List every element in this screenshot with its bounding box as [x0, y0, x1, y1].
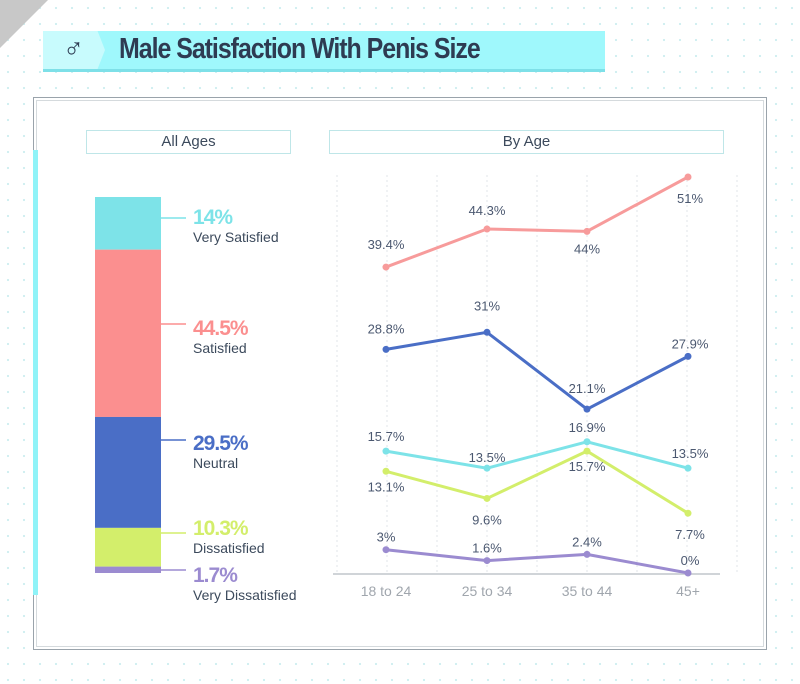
data-point — [483, 557, 491, 565]
data-point — [382, 263, 390, 271]
segment-value-label: 44.5% — [193, 317, 249, 340]
data-point — [583, 227, 591, 235]
segment-category-label: Dissatisfied — [193, 540, 265, 556]
data-label: 51% — [677, 191, 703, 206]
stacked-bar-segment — [95, 197, 161, 250]
data-label: 15.7% — [368, 429, 405, 444]
x-tick-label: 25 to 34 — [462, 583, 513, 599]
data-point — [382, 546, 390, 554]
accent-strip — [33, 150, 38, 595]
stacked-bar-segment — [95, 566, 161, 573]
data-label: 28.8% — [368, 321, 405, 336]
data-label: 39.4% — [368, 237, 405, 252]
data-label: 0% — [681, 553, 700, 568]
data-label: 13.5% — [672, 446, 709, 461]
data-point — [583, 438, 591, 446]
data-point — [382, 345, 390, 353]
data-label: 44.3% — [469, 203, 506, 218]
stacked-bar-segment — [95, 416, 161, 528]
data-label: 13.1% — [368, 479, 405, 494]
data-point — [684, 173, 692, 181]
data-label: 9.6% — [472, 512, 502, 527]
title-banner: ♂ Male Satisfaction With Penis Size — [43, 31, 605, 72]
x-tick-label: 45+ — [676, 583, 700, 599]
data-point — [684, 569, 692, 577]
data-label: 15.7% — [569, 459, 606, 474]
male-symbol-icon: ♂ — [63, 33, 84, 64]
all-ages-heading: All Ages — [86, 130, 291, 154]
data-point — [684, 352, 692, 360]
data-label: 1.6% — [472, 541, 502, 556]
by-age-heading: By Age — [329, 130, 724, 154]
data-label: 16.9% — [569, 420, 606, 435]
data-label: 13.5% — [469, 450, 506, 465]
data-label: 44% — [574, 241, 600, 256]
page-title: Male Satisfaction With Penis Size — [119, 33, 481, 65]
stacked-bar-segment — [95, 527, 161, 567]
segment-value-label: 1.7% — [193, 564, 238, 587]
data-point — [382, 447, 390, 455]
data-label: 21.1% — [569, 381, 606, 396]
series-line — [385, 440, 689, 470]
data-point — [382, 467, 390, 475]
segment-value-label: 29.5% — [193, 432, 249, 455]
x-tick-label: 18 to 24 — [361, 583, 412, 599]
title-tab — [43, 31, 105, 69]
data-point — [583, 550, 591, 558]
data-point — [483, 328, 491, 336]
segment-category-label: Satisfied — [193, 340, 247, 356]
series-line — [385, 548, 689, 575]
data-point — [483, 494, 491, 502]
data-point — [684, 464, 692, 472]
corner-decoration — [0, 0, 48, 48]
data-point — [483, 225, 491, 233]
data-label: 27.9% — [672, 336, 709, 351]
segment-category-label: Very Dissatisfied — [193, 587, 296, 603]
segment-category-label: Neutral — [193, 455, 238, 471]
data-label: 31% — [474, 298, 500, 313]
data-point — [583, 405, 591, 413]
data-point — [583, 447, 591, 455]
series-line — [385, 449, 689, 515]
x-tick-label: 35 to 44 — [562, 583, 613, 599]
series-line — [385, 330, 689, 411]
series-line — [385, 175, 689, 269]
stacked-bar-segment — [95, 249, 161, 417]
data-label: 7.7% — [675, 527, 705, 542]
segment-value-label: 14% — [193, 206, 233, 229]
segment-value-label: 10.3% — [193, 517, 249, 540]
data-label: 2.4% — [572, 534, 602, 549]
data-point — [483, 464, 491, 472]
data-label: 3% — [377, 530, 396, 545]
data-point — [684, 509, 692, 517]
segment-category-label: Very Satisfied — [193, 229, 279, 245]
